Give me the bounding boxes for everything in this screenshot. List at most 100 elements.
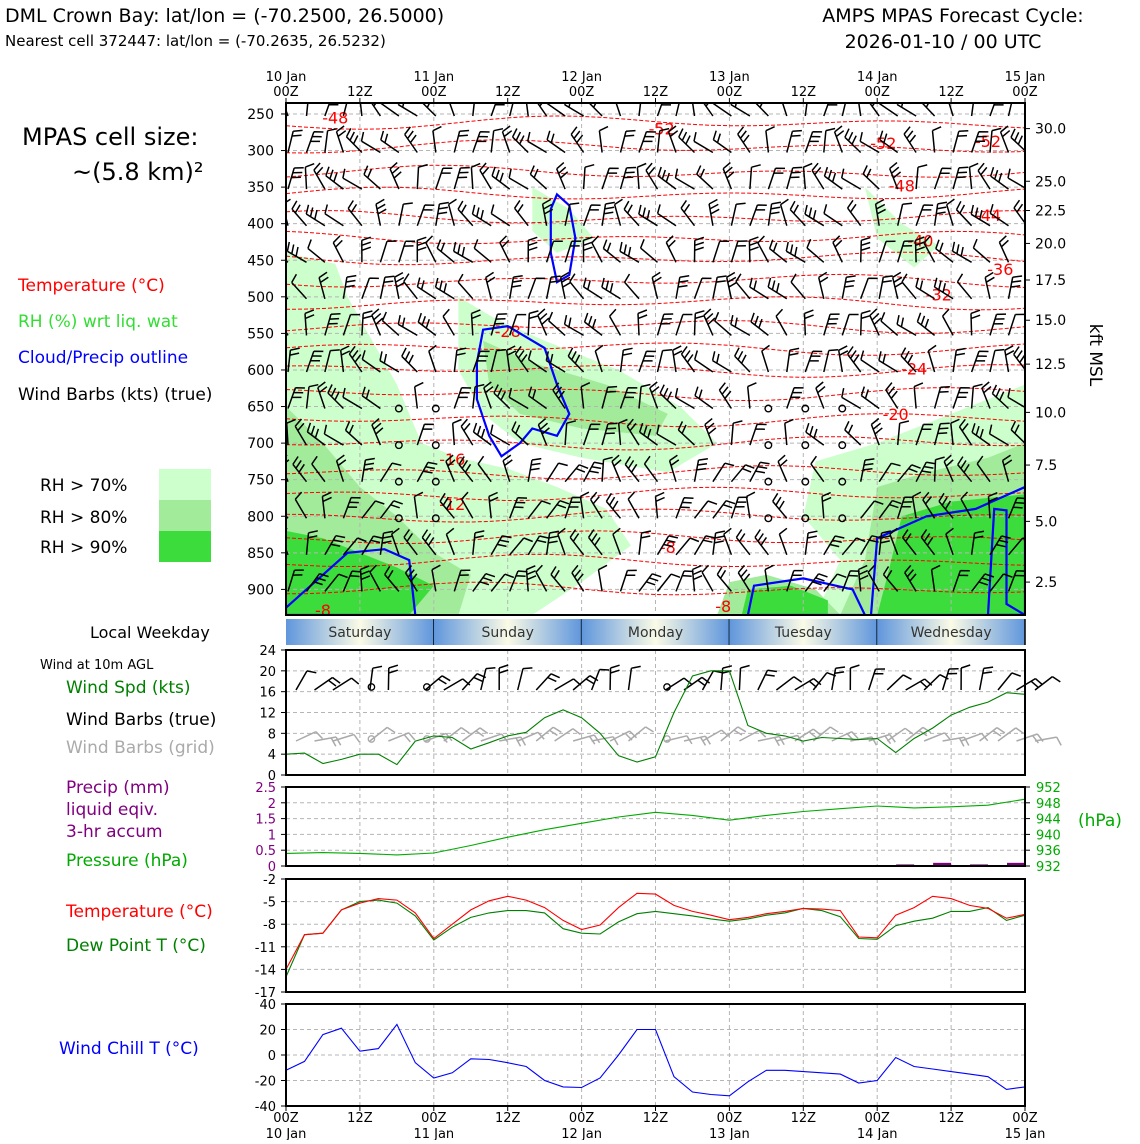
wind-barb xyxy=(948,103,954,117)
bottom-hour-label: 12Z xyxy=(791,1111,817,1126)
pressure-ytick-label: 952 xyxy=(1036,781,1061,796)
wind-barb xyxy=(619,387,638,409)
wind-barb-10m-true xyxy=(960,664,971,691)
wind-barb xyxy=(693,535,716,556)
precip-bar xyxy=(933,862,952,866)
title-left: DML Crown Bay: lat/lon = (-70.2500, 26.5… xyxy=(5,5,444,27)
wind-barb xyxy=(1007,313,1025,336)
wind-barb xyxy=(859,458,875,482)
wind-barb xyxy=(712,530,726,555)
wind-barb xyxy=(360,131,381,154)
cross-section-panel: -48-52-52 -52-48-44-40-36-32-28-24-20-16-… xyxy=(247,70,1066,616)
wind-barb xyxy=(984,271,995,299)
legend-wind-spd: Wind Spd (kts) xyxy=(66,678,191,698)
pressure-tick-label: 350 xyxy=(247,180,274,196)
wind-barb xyxy=(359,103,363,117)
wind-barb xyxy=(471,204,492,227)
rh-region-rh70-6 xyxy=(864,187,939,268)
bottom-date-label: 13 Jan xyxy=(709,1127,750,1140)
wind-barb xyxy=(397,314,418,337)
wind-barb xyxy=(638,131,656,153)
wind-barb xyxy=(638,383,651,409)
wind-barb xyxy=(675,570,694,592)
legend-wind10m: Wind at 10m AGL xyxy=(40,658,154,673)
wind-barb xyxy=(677,421,696,446)
wind-barb xyxy=(1007,497,1025,519)
weekday-cell xyxy=(286,619,434,645)
wind-barb xyxy=(548,311,566,336)
top-hour-label: 12Z xyxy=(495,85,521,100)
wind-barb xyxy=(545,240,563,263)
wind-barb xyxy=(879,130,899,154)
title-right-2: 2026-01-10 / 00 UTC xyxy=(845,31,1042,53)
wind-barb xyxy=(778,527,788,556)
wind-barb xyxy=(916,312,936,336)
wind-barb xyxy=(708,198,720,226)
pressure-tick-label: 850 xyxy=(247,546,274,562)
wind-barb-10m-grid xyxy=(776,734,804,744)
wind-barb xyxy=(305,103,309,117)
wind-barb xyxy=(287,569,304,592)
wind-barb xyxy=(896,420,910,446)
wind-barb xyxy=(428,344,437,373)
wind-barb xyxy=(617,418,628,446)
wind-barb-10m-grid xyxy=(739,729,767,742)
calm-wind-marker xyxy=(764,514,773,523)
wind-barb xyxy=(957,456,973,483)
wind-barb xyxy=(915,204,934,226)
legend-cloud: Cloud/Precip outline xyxy=(18,348,188,368)
wind-barb xyxy=(832,235,843,263)
panel-ytick-label: 12 xyxy=(259,707,276,722)
weekday-label: Monday xyxy=(628,625,683,641)
wind-barb xyxy=(305,131,324,153)
wind-barb xyxy=(452,241,474,263)
wind-barb-10m-true xyxy=(369,665,383,691)
wind-barb xyxy=(931,126,942,153)
wind-barb xyxy=(638,103,642,117)
legend-rh90-swatch xyxy=(159,531,211,562)
wind-barb xyxy=(691,103,696,117)
wind-barb xyxy=(900,347,917,373)
isotherm-line xyxy=(286,342,1025,356)
wind-barb-10m-true xyxy=(572,675,599,691)
wind-barb-10m-true xyxy=(480,667,496,691)
wind-barb xyxy=(291,200,308,227)
wind-barb xyxy=(359,565,371,592)
wind-barb xyxy=(287,387,305,409)
wind-barb xyxy=(371,308,384,336)
wind-barb xyxy=(803,309,814,336)
wind-barb xyxy=(722,162,735,190)
wind-barb-10m-true xyxy=(590,668,610,691)
wind-barb xyxy=(675,497,694,519)
panel-ytick-label: -17 xyxy=(255,986,276,1001)
wind-barb xyxy=(933,456,945,482)
wind-barb-10m-true xyxy=(867,668,886,691)
wind-barb xyxy=(987,492,998,519)
wind-barb xyxy=(970,350,989,373)
wind-barb xyxy=(933,422,950,446)
wind-barb xyxy=(862,165,880,190)
height-tick-label: 2.5 xyxy=(1035,575,1057,591)
wind-barb-10m-true xyxy=(886,674,912,691)
wind-barb xyxy=(619,129,636,153)
isotherm-label: -8 xyxy=(715,597,731,616)
wind-barb xyxy=(582,236,593,263)
wind-barb xyxy=(754,529,769,556)
calm-wind-marker xyxy=(801,441,810,450)
wind-barb xyxy=(536,103,548,117)
wind-barb xyxy=(615,103,622,117)
wind-barb xyxy=(874,198,886,226)
wind-barb xyxy=(712,130,732,154)
wind-barb xyxy=(712,462,735,483)
wind-barb xyxy=(693,310,705,336)
wind-barb-10m-grid xyxy=(461,727,489,742)
cloud-outline xyxy=(286,548,417,615)
wind-barb xyxy=(915,164,928,190)
wind-barb xyxy=(1007,103,1013,117)
wind-barb xyxy=(605,492,622,519)
calm-wind-marker xyxy=(764,477,773,486)
height-tick-label: 15.0 xyxy=(1035,313,1066,329)
wind-speed-line xyxy=(285,670,1026,766)
wind-barb xyxy=(627,491,640,519)
wind-barb xyxy=(401,347,418,373)
